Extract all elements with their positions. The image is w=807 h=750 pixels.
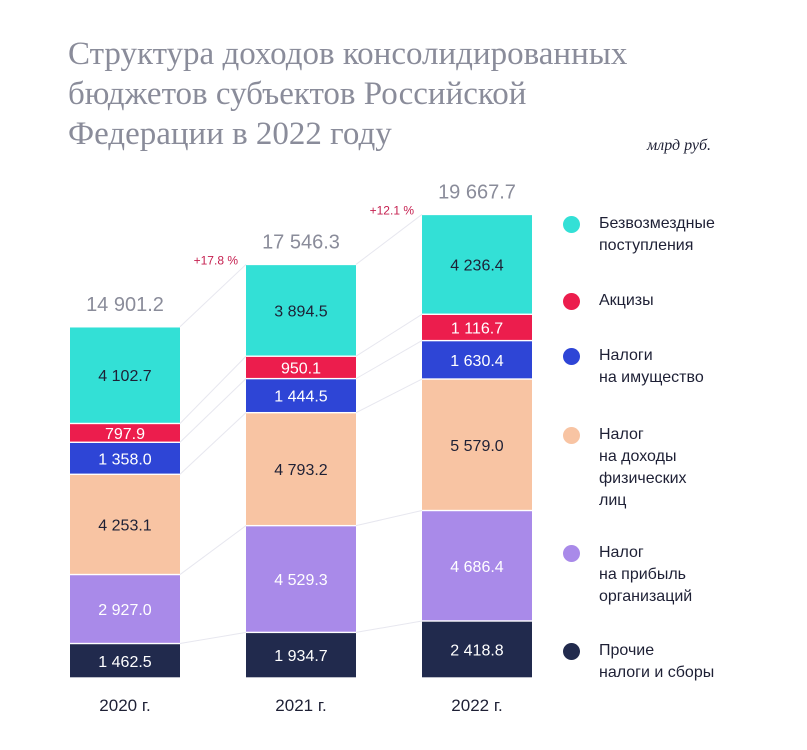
bar-segment-ndfl xyxy=(246,413,356,525)
connector-line xyxy=(179,631,247,645)
data-label: 4 529.3 xyxy=(274,572,327,589)
data-label: 2 418.8 xyxy=(450,642,503,659)
legend-label: Акцизы xyxy=(599,292,654,309)
x-tick-label: 2022 г. xyxy=(451,696,502,715)
legend-swatch xyxy=(563,643,580,660)
total-label: 17 546.3 xyxy=(262,231,340,253)
bar-segment-imushchestvo xyxy=(246,379,356,412)
data-label: 1 462.5 xyxy=(98,654,151,671)
connector-line xyxy=(355,510,423,527)
legend-label: Безвозмездные поступления xyxy=(599,215,715,254)
bar-segment-ndfl xyxy=(70,474,180,574)
legend-swatch xyxy=(563,293,580,310)
bar-segment-prochie xyxy=(422,621,532,678)
data-label: 950.1 xyxy=(281,360,321,377)
data-label: 4 102.7 xyxy=(98,368,151,385)
connector-line xyxy=(355,214,423,265)
connector-line xyxy=(355,378,423,414)
bar-segment-pribyl xyxy=(246,526,356,632)
data-label: 5 579.0 xyxy=(450,438,503,455)
total-label: 19 667.7 xyxy=(438,181,516,203)
connector-line xyxy=(355,313,423,357)
data-label: 797.9 xyxy=(105,426,145,443)
connector-line xyxy=(179,412,247,475)
data-label: 4 253.1 xyxy=(98,517,151,534)
growth-label: +12.1 % xyxy=(370,203,415,217)
legend-label: Налоги на имущество xyxy=(599,347,704,386)
connector-line xyxy=(179,355,247,424)
data-label: 4 686.4 xyxy=(450,559,503,576)
bar-segment-bezvozmezdnye xyxy=(246,265,356,356)
legend-swatch xyxy=(563,545,580,562)
data-label: 2 927.0 xyxy=(98,602,151,619)
legend-swatch xyxy=(563,427,580,444)
bar-segment-prochie xyxy=(246,633,356,678)
data-label: 4 793.2 xyxy=(274,462,327,479)
legend-swatch xyxy=(563,348,580,365)
bar-segment-akcizy xyxy=(246,356,356,378)
data-label: 3 894.5 xyxy=(274,303,327,320)
chart-legend: Безвозмездные поступления Акцизы Налоги на… xyxy=(563,0,798,750)
unit-label: млрд руб. xyxy=(647,137,712,154)
connector-line xyxy=(355,340,423,380)
total-label: 14 901.2 xyxy=(86,294,164,316)
legend-label: Прочие налоги и сборы xyxy=(599,642,715,681)
bar-segment-prochie xyxy=(70,644,180,678)
legend-label: Налог на прибыль организаций xyxy=(599,544,693,605)
connector-line xyxy=(179,525,247,575)
x-tick-label: 2020 г. xyxy=(99,696,150,715)
data-label: 1 444.5 xyxy=(274,389,327,406)
data-label: 1 116.7 xyxy=(451,320,503,337)
x-tick-label: 2021 г. xyxy=(275,696,326,715)
bar-segment-akcizy xyxy=(70,424,180,442)
growth-label: +17.8 % xyxy=(194,253,239,267)
bar-segment-ndfl xyxy=(422,379,532,510)
bar-segment-pribyl xyxy=(70,575,180,643)
bar-segment-bezvozmezdnye xyxy=(70,327,180,423)
connector-line xyxy=(355,620,423,633)
chart-title: Структура доходов консолидированных бюдж… xyxy=(68,36,628,152)
bar-segment-akcizy xyxy=(422,314,532,340)
data-label: 1 358.0 xyxy=(98,451,151,468)
data-label: 1 934.7 xyxy=(274,648,327,665)
connector-line xyxy=(179,378,247,443)
bar-segment-pribyl xyxy=(422,511,532,621)
bar-segment-imushchestvo xyxy=(422,341,532,379)
data-label: 4 236.4 xyxy=(450,257,503,274)
legend-label: Налог на доходы физических лиц xyxy=(599,426,687,509)
bar-segment-bezvozmezdnye xyxy=(422,215,532,314)
legend-swatch xyxy=(563,216,580,233)
bar-segment-imushchestvo xyxy=(70,442,180,474)
connector-line xyxy=(179,264,247,328)
data-label: 1 630.4 xyxy=(450,353,503,370)
